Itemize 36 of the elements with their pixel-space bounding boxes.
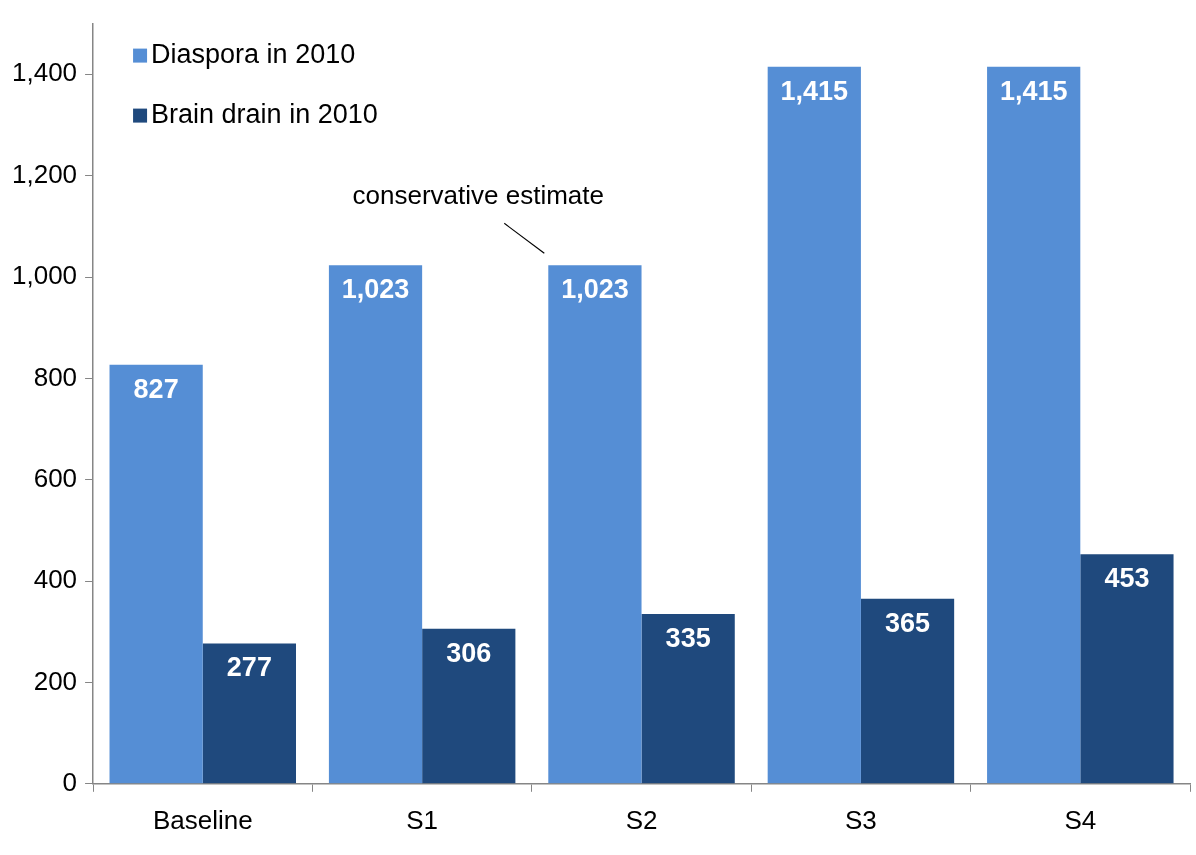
y-tick-label: 600 bbox=[33, 462, 78, 493]
bar bbox=[987, 66, 1081, 784]
bar bbox=[422, 628, 516, 784]
bar bbox=[548, 265, 642, 784]
data-label: 1,415 bbox=[999, 75, 1068, 106]
data-label: 335 bbox=[665, 622, 711, 653]
x-tick-label: Baseline bbox=[152, 804, 253, 835]
data-label: 306 bbox=[446, 637, 492, 668]
annotation: conservative estimate bbox=[352, 179, 605, 210]
y-tick-label: 1,400 bbox=[11, 57, 78, 88]
data-label: 1,023 bbox=[561, 274, 629, 305]
data-label: 453 bbox=[1104, 563, 1150, 594]
bar bbox=[641, 614, 735, 784]
y-tick-label: 200 bbox=[33, 665, 78, 696]
y-tick-label: 0 bbox=[62, 766, 78, 797]
x-tick-label: S1 bbox=[406, 804, 439, 835]
bar bbox=[109, 364, 203, 784]
bar bbox=[1080, 554, 1174, 784]
data-label: 1,415 bbox=[780, 75, 849, 106]
y-tick-label: 1,000 bbox=[11, 260, 78, 291]
data-label: 277 bbox=[226, 652, 272, 683]
y-tick-label: 400 bbox=[33, 564, 78, 595]
x-tick-label: S3 bbox=[845, 804, 877, 835]
data-label: 827 bbox=[133, 373, 179, 404]
bar bbox=[328, 265, 423, 784]
legend-label: Brain drain in 2010 bbox=[151, 99, 378, 130]
x-tick-label: S2 bbox=[625, 804, 658, 835]
data-label: 1,023 bbox=[341, 274, 410, 305]
bar bbox=[767, 66, 861, 784]
y-tick-label: 1,200 bbox=[11, 158, 78, 189]
bar bbox=[860, 598, 955, 784]
x-tick-label: S4 bbox=[1064, 804, 1097, 835]
y-tick-label: 800 bbox=[33, 361, 78, 392]
data-label: 365 bbox=[885, 607, 931, 638]
bar bbox=[202, 643, 296, 784]
legend-label: Diaspora in 2010 bbox=[151, 39, 356, 70]
